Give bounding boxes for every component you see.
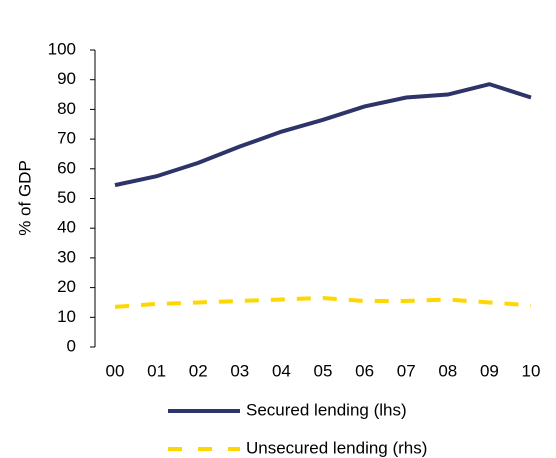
y-tick-label: 100 — [48, 39, 76, 58]
x-tick-label: 05 — [314, 361, 333, 380]
y-tick-label: 40 — [57, 218, 76, 237]
y-tick-label: 90 — [57, 69, 76, 88]
y-tick-label: 80 — [57, 99, 76, 118]
series-line — [114, 82, 532, 188]
y-tick-label: 0 — [67, 336, 76, 355]
x-tick-label: 09 — [480, 361, 499, 380]
x-tick-label: 03 — [230, 361, 249, 380]
x-tick-label: 06 — [355, 361, 374, 380]
y-tick-label: 30 — [57, 247, 76, 266]
x-tick-label: 10 — [522, 361, 541, 380]
x-tick-label: 08 — [438, 361, 457, 380]
y-tick-label: 20 — [57, 277, 76, 296]
x-tick-label: 01 — [147, 361, 166, 380]
y-tick-label: 70 — [57, 129, 76, 148]
x-tick-label: 04 — [272, 361, 291, 380]
x-tick-label: 02 — [189, 361, 208, 380]
x-tick-label: 00 — [106, 361, 125, 380]
y-tick-label: 10 — [57, 307, 76, 326]
y-axis-label: % of GDP — [15, 160, 34, 236]
y-tick-label: 60 — [57, 158, 76, 177]
legend-label: Unsecured lending (rhs) — [246, 438, 427, 457]
legend-label: Secured lending (lhs) — [246, 400, 407, 419]
x-tick-label: 07 — [397, 361, 416, 380]
y-tick-label: 50 — [57, 188, 76, 207]
series-line — [114, 295, 532, 309]
